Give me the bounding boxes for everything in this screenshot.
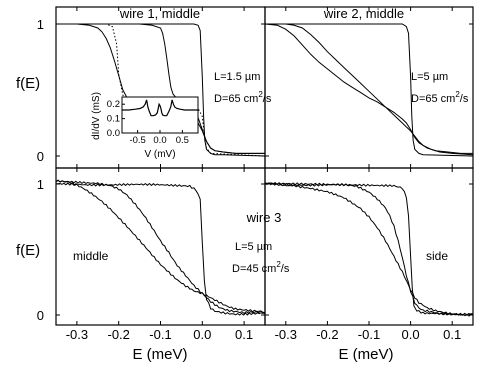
label-side: side [426,249,448,263]
y-tick-label: 0 [37,149,44,164]
x-axis-title-left: E (meV) [132,346,187,363]
annotation-diffusion-wire1: D=65 cm2/s [214,90,272,105]
diffusion-sup-wire1: 2 [258,90,263,99]
annotation-length-wire3: L=5 µm [235,241,272,253]
inset-y-tick-label: 0.1 [107,114,120,125]
inset-curve [122,99,198,117]
inset-frame [121,96,199,134]
annotation-diffusion-wire3: D=45 cm2/s [232,260,290,275]
panel-frame-wire3-side [264,167,474,326]
inset-x-tick-label: 0.5 [176,135,189,146]
inset-plot: -0.5 0.0 0.5 0.0 0.1 0.2 V (mV) dI/dV (mS) [91,92,199,160]
diffusion-sup-wire3: 2 [276,260,281,269]
panel-frame-wire2 [264,6,474,169]
diffusion-unit-wire2: /s [460,93,469,105]
annotation-length-wire1: L=1.5 µm [214,71,260,83]
inset-content: -0.5 0.0 0.5 0.0 0.1 0.2 [107,99,198,146]
x-tick-label: -0.1 [149,327,171,342]
x-tick-label: -0.3 [66,327,88,342]
diffusion-value-wire3: D=45 cm [232,263,276,275]
curve-wire1-3 [56,23,266,157]
x-tick-label: 0.0 [402,327,420,342]
panel-title-wire2: wire 2, middle [323,6,404,21]
diffusion-value-wire1: D=65 cm [214,93,258,105]
y-tick-label: 1 [37,17,44,32]
curve-wire3-side-3 [264,181,474,317]
inset-x-tick-label: -0.5 [129,135,145,146]
label-middle: middle [73,249,109,263]
y-axis-title-bottom: f(E) [16,242,40,259]
diffusion-value-wire2: D=65 cm [411,93,455,105]
curves [55,23,474,317]
x-tick-label: -0.1 [358,327,380,342]
curve-wire1-1 [56,23,265,154]
curve-wire3-middle-3 [56,182,266,316]
curve-wire2-2 [265,23,474,156]
x-tick-label: -0.2 [316,327,338,342]
annotation-diffusion-wire2: D=65 cm2/s [411,90,469,105]
x-tick-label: 0.1 [235,327,253,342]
panel-frame-wire3-middle [55,167,266,326]
y-tick-label: 0 [37,308,44,323]
annotation-length-wire2: L=5 µm [411,71,448,83]
y-axis-title-top: f(E) [16,75,40,92]
curve-wire3-side-2 [264,182,474,316]
curve-wire1-2 [56,23,265,154]
x-tick-label: -0.2 [107,327,129,342]
ticks: -0.3 -0.2 -0.1 0.0 0.1 -0.3 -0.2 -0.1 0.0 0.1 1 0 1 0 [37,7,473,342]
x-tick-label: 0.0 [193,327,211,342]
panel-title-wire1: wire 1, middle [119,6,200,21]
x-tick-label: -0.3 [275,327,297,342]
inset-y-label: dI/dV (mS) [91,92,102,140]
x-tick-label: 0.1 [443,327,461,342]
diffusion-unit-wire1: /s [263,93,272,105]
diffusion-sup-wire2: 2 [455,90,460,99]
inset-y-tick-label: 0.0 [107,128,120,139]
panel-title-wire3: wire 3 [246,210,282,225]
y-tick-label: 1 [37,177,44,192]
inset-y-tick-label: 0.2 [107,99,120,110]
inset-x-tick-label: 0.0 [153,135,166,146]
x-axis-title-right: E (meV) [338,346,393,363]
curve-wire3-middle-1 [55,179,266,313]
diffusion-unit-wire3: /s [281,263,290,275]
curve-wire2-1 [264,23,473,154]
inset-x-label: V (mV) [144,149,175,160]
curve-wire2-3 [265,23,474,157]
curve-wire3-middle-2 [55,179,266,315]
curve-wire3-side-1 [264,182,474,316]
